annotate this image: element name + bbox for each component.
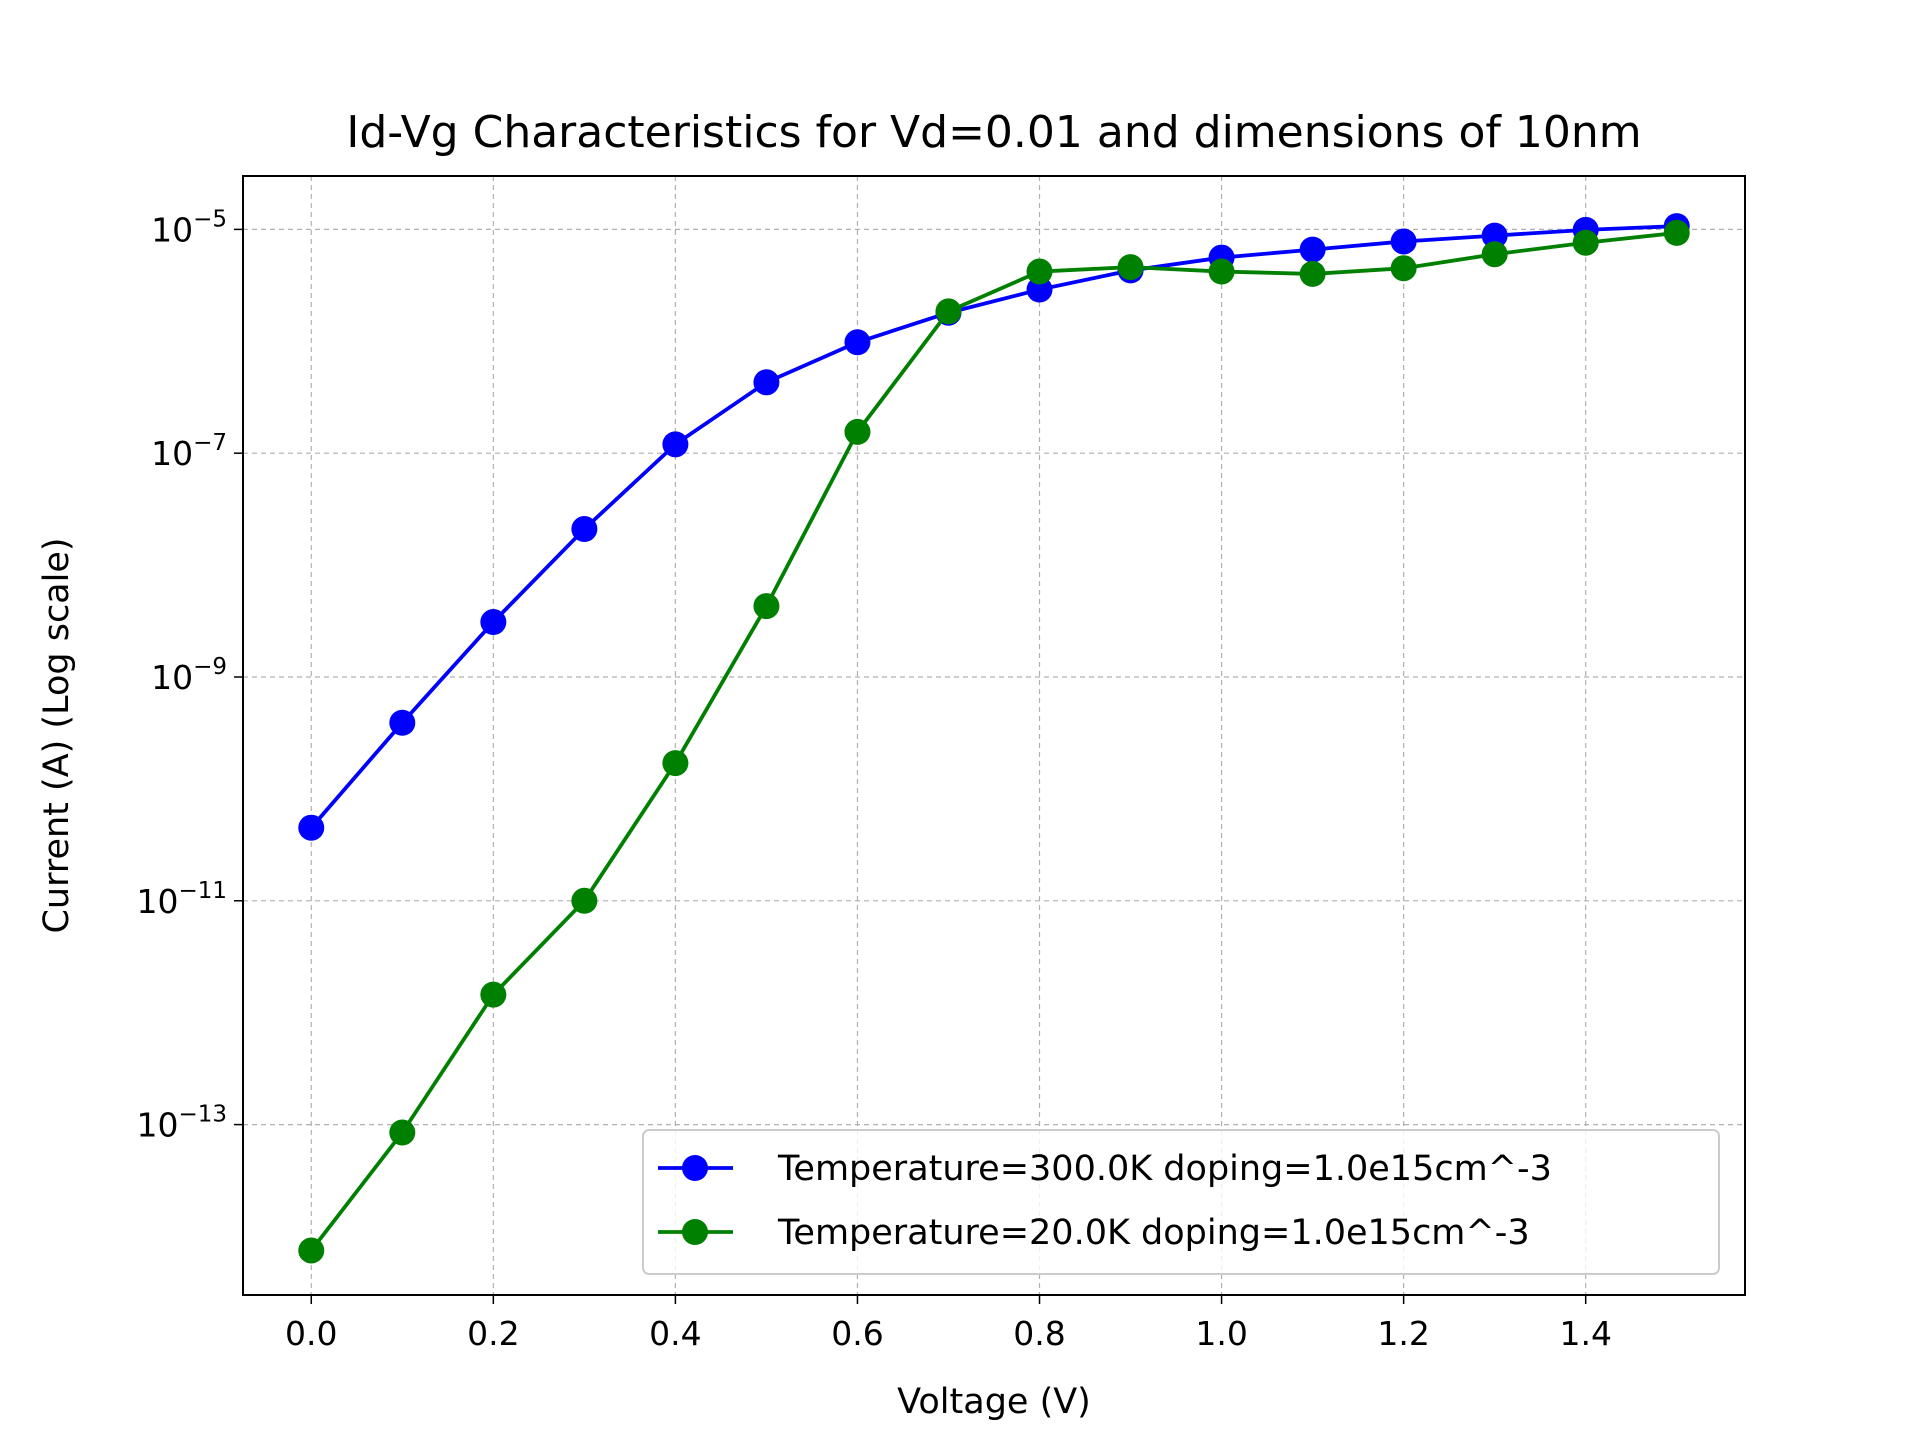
y-axis-label: Current (A) (Log scale) [37,537,77,933]
y-tick-base: 10 [151,434,193,473]
data-point [298,814,325,841]
data-point [298,1237,325,1264]
y-tick-base: 10 [136,1106,178,1145]
x-tick-label: 0.8 [1013,1314,1065,1353]
y-tick-exponent: −13 [178,1102,227,1128]
x-tick-label: 0.2 [467,1314,519,1353]
y-tick-exponent: −5 [193,206,227,232]
data-point [571,516,598,543]
x-tick-label: 1.2 [1377,1314,1429,1353]
y-tick-exponent: −9 [193,654,227,680]
data-point [1481,222,1508,249]
y-tick-base: 10 [151,658,193,697]
data-point [662,431,689,458]
legend-swatch-marker [682,1155,708,1181]
data-point [480,609,507,636]
series-line [309,224,1677,829]
y-tick-exponent: −7 [193,430,227,456]
legend: Temperature=300.0K doping=1.0e15cm^-3 Tem… [642,1129,1720,1275]
legend-box [642,1129,1720,1275]
legend-entry: Temperature=20.0K doping=1.0e15cm^-3 [658,1213,1530,1253]
data-point [1663,219,1690,246]
chart-title: Id-Vg Characteristics for Vd=0.01 and di… [346,107,1641,158]
data-point [844,329,871,356]
y-tick-base: 10 [136,882,178,921]
data-point [1208,258,1235,285]
x-tick-label: 0.4 [649,1314,701,1353]
data-point [1026,258,1053,285]
data-point [1572,229,1599,256]
data-point [1390,228,1417,255]
data-point [1481,241,1508,268]
x-tick-label: 1.0 [1195,1314,1247,1353]
y-tick-label: 10−9 [151,654,227,697]
legend-entry: Temperature=300.0K doping=1.0e15cm^-3 [658,1149,1552,1189]
data-point [480,981,507,1008]
y-tick-exponent: −11 [178,878,227,904]
data-point [389,1119,416,1146]
y-tick-label: 10−13 [136,1102,227,1145]
y-tick-label: 10−11 [136,878,227,921]
legend-label: Temperature=300.0K doping=1.0e15cm^-3 [777,1149,1552,1189]
series-2 [298,219,1690,1264]
data-point [662,750,689,777]
x-tick-label: 0.0 [285,1314,337,1353]
data-point [844,418,871,445]
data-point [1117,254,1144,281]
data-point [1390,255,1417,282]
data-point [1299,260,1326,287]
data-point [571,887,598,914]
y-tick-base: 10 [151,210,193,249]
legend-label: Temperature=20.0K doping=1.0e15cm^-3 [777,1213,1530,1253]
data-point [1026,276,1053,303]
data-point [753,593,780,620]
y-tick-label: 10−7 [151,430,227,473]
x-tick-label: 1.4 [1559,1314,1611,1353]
ticks: 0.0 0.2 0.4 0.6 0.8 1.0 1.2 1.410−1310−1110−910… [136,206,1611,1353]
data-point [753,369,780,396]
x-axis-label: Voltage (V) [897,1382,1091,1422]
data-point [935,298,962,325]
data-point [1299,236,1326,263]
plot-frame [242,175,1746,1296]
y-tick-label: 10−5 [151,206,227,249]
x-tick-label: 0.6 [831,1314,883,1353]
series-line [309,231,1677,1252]
data-point [389,709,416,736]
series-layer [298,213,1690,1264]
legend-swatch-marker [682,1219,708,1245]
